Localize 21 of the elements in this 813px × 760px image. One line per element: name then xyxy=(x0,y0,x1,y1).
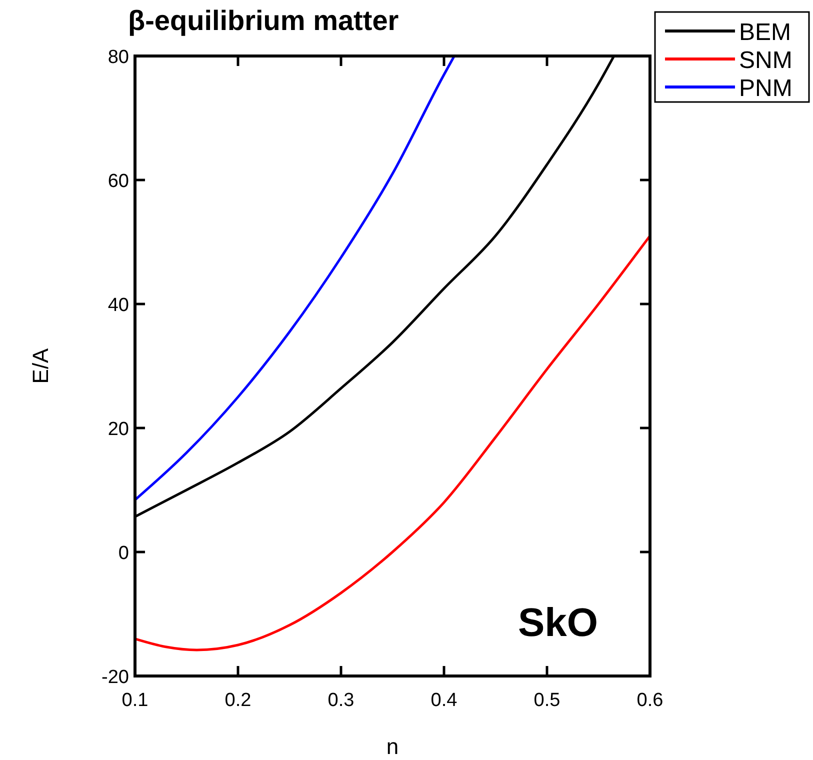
legend-label: SNM xyxy=(739,47,792,74)
annotation: SkO xyxy=(518,601,598,645)
legend-label: BEM xyxy=(739,19,792,46)
y-axis-title: E/A xyxy=(28,348,53,384)
x-tick-label: 0.5 xyxy=(534,690,560,711)
line-series xyxy=(135,234,650,652)
y-tick-label: -20 xyxy=(102,667,129,688)
y-tick-label: 0 xyxy=(118,543,129,564)
legend-label: PNM xyxy=(739,75,792,102)
chart-title: β-equilibrium matter xyxy=(128,5,399,36)
x-tick-label: 0.6 xyxy=(636,690,664,711)
x-tick-label: 0.3 xyxy=(328,690,354,711)
y-tick-label: 60 xyxy=(108,171,129,192)
x-tick-label: 0.1 xyxy=(122,690,148,711)
x-axis-title: n xyxy=(386,734,399,759)
line-series xyxy=(135,56,456,502)
y-tick-label: 40 xyxy=(108,295,129,316)
y-tick-label: 20 xyxy=(108,419,129,440)
x-tick-label: 0.2 xyxy=(224,690,252,711)
x-tick-label: 0.4 xyxy=(430,690,458,711)
y-tick-label: 80 xyxy=(108,47,129,68)
